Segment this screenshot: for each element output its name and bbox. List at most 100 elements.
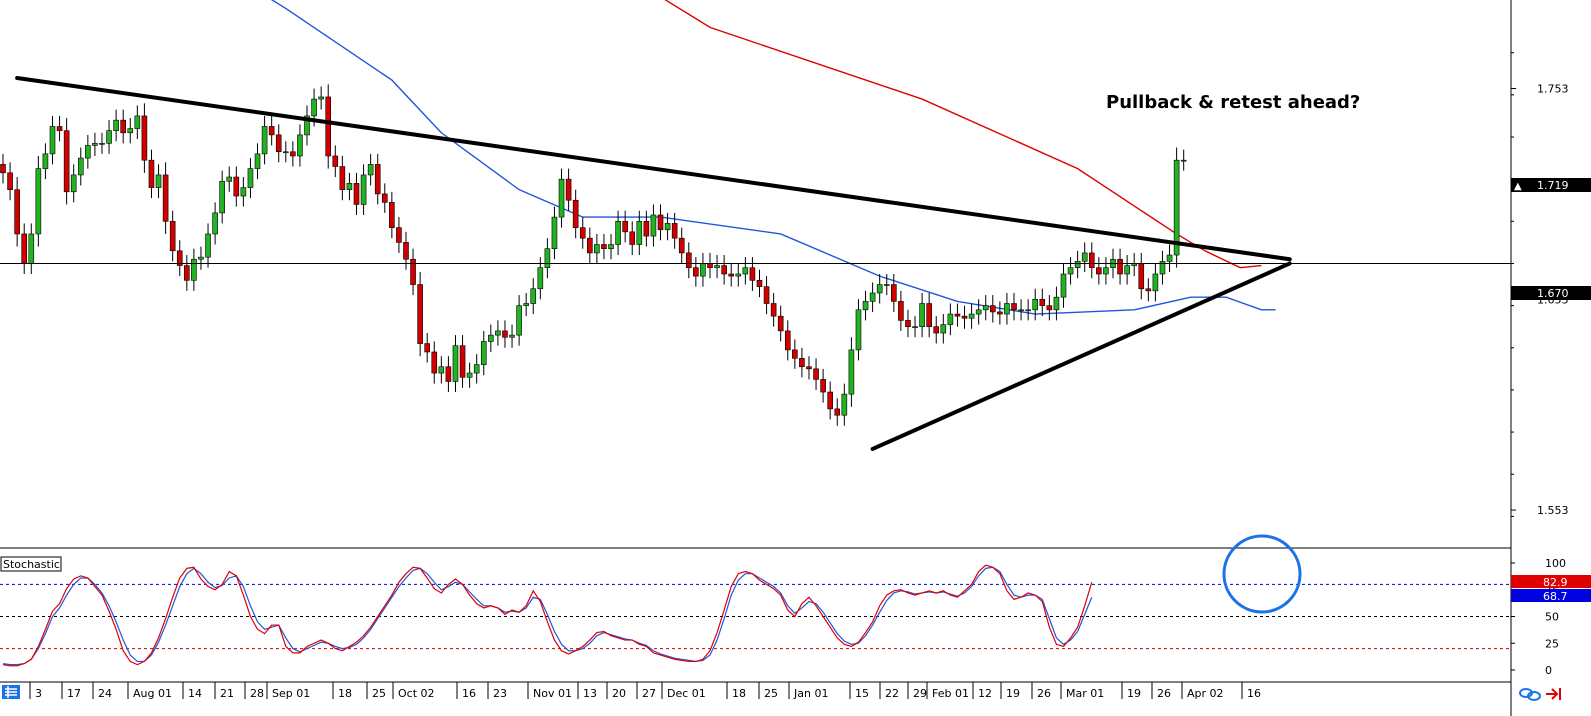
candle-body bbox=[820, 379, 826, 393]
candle-body bbox=[120, 119, 126, 134]
candle-body bbox=[714, 265, 720, 268]
candle-body bbox=[452, 345, 459, 382]
candle-body bbox=[721, 265, 727, 275]
time-tick-label: 29 bbox=[913, 687, 927, 700]
candle-body bbox=[155, 174, 162, 188]
candle-body bbox=[636, 221, 643, 245]
candle-body bbox=[332, 155, 339, 167]
candle-body bbox=[233, 176, 240, 197]
candle-body bbox=[1152, 273, 1159, 292]
candle-body bbox=[919, 303, 925, 327]
candle-body bbox=[926, 303, 932, 327]
candle-body bbox=[1173, 159, 1180, 256]
candle-body bbox=[480, 341, 487, 365]
candle-body bbox=[558, 178, 565, 218]
stochastic-tick-label: 50 bbox=[1545, 611, 1559, 624]
candle-body bbox=[1096, 267, 1102, 275]
candle-body bbox=[1025, 309, 1031, 312]
candle-body bbox=[56, 126, 63, 131]
candle-body bbox=[657, 214, 664, 231]
candle-body bbox=[728, 273, 735, 277]
time-tick-label: 16 bbox=[1247, 687, 1261, 700]
candle-body bbox=[42, 153, 49, 169]
candle-body bbox=[572, 199, 579, 228]
time-tick-label: Oct 02 bbox=[398, 687, 435, 700]
candle-body bbox=[565, 178, 572, 201]
current-price-label: 1.719 bbox=[1537, 179, 1569, 192]
candle-body bbox=[63, 130, 70, 193]
time-tick-label: 19 bbox=[1006, 687, 1020, 700]
candle-body bbox=[212, 212, 218, 235]
candle-body bbox=[891, 284, 897, 302]
candle-body bbox=[947, 313, 954, 325]
time-tick-label: Sep 01 bbox=[272, 687, 310, 700]
candle-body bbox=[537, 267, 544, 290]
candle-body bbox=[1032, 298, 1039, 311]
time-tick-label: 24 bbox=[98, 687, 112, 700]
candle-body bbox=[876, 284, 883, 294]
price-tick-label: 1.753 bbox=[1537, 83, 1569, 96]
candles-layer bbox=[0, 84, 1187, 426]
trendline bbox=[15, 75, 1292, 262]
candle-body bbox=[685, 252, 692, 268]
stochastic-label: Stochastic bbox=[3, 558, 60, 571]
candle-body bbox=[191, 258, 197, 281]
candle-body bbox=[693, 267, 699, 277]
candle-body bbox=[417, 284, 423, 344]
candle-body bbox=[325, 96, 332, 157]
candle-body bbox=[282, 151, 289, 154]
grid-icon[interactable] bbox=[2, 685, 20, 699]
candle-body bbox=[509, 334, 515, 338]
candle-body bbox=[162, 174, 169, 222]
time-tick-label: 13 bbox=[583, 687, 597, 700]
time-tick-label: 14 bbox=[188, 687, 202, 700]
stochastic-tick-label: 0 bbox=[1545, 664, 1552, 677]
candle-body bbox=[700, 263, 706, 277]
candle-body bbox=[318, 96, 324, 100]
candle-body bbox=[1081, 252, 1088, 262]
candle-body bbox=[466, 372, 473, 378]
candle-body bbox=[813, 368, 819, 380]
candle-body bbox=[855, 309, 862, 351]
candle-body bbox=[615, 221, 621, 245]
time-tick-label: 19 bbox=[1127, 687, 1141, 700]
time-tick-label: 12 bbox=[978, 687, 992, 700]
candle-body bbox=[1088, 252, 1095, 268]
candle-body bbox=[742, 267, 749, 275]
stochastic-label-box bbox=[0, 556, 62, 572]
candle-body bbox=[1046, 305, 1053, 311]
time-tick-label: 22 bbox=[885, 687, 899, 700]
candle-body bbox=[643, 221, 650, 237]
time-tick-label: Nov 01 bbox=[533, 687, 572, 700]
candle-body bbox=[954, 313, 961, 317]
candle-body bbox=[169, 221, 176, 252]
candle-body bbox=[989, 305, 996, 313]
candle-body bbox=[184, 265, 190, 281]
time-tick-label: 16 bbox=[462, 687, 476, 700]
time-tick-label: 26 bbox=[1157, 687, 1171, 700]
time-tick-label: Aug 01 bbox=[133, 687, 172, 700]
candle-body bbox=[799, 358, 805, 368]
candle-body bbox=[1159, 261, 1166, 275]
candle-body bbox=[1117, 258, 1123, 275]
candle-body bbox=[99, 143, 105, 145]
candle-body bbox=[28, 233, 35, 264]
time-tick-label: Jan 01 bbox=[793, 687, 828, 700]
candle-body bbox=[445, 366, 452, 382]
level-price-label: 1.670 bbox=[1537, 287, 1569, 300]
candle-body bbox=[975, 309, 982, 315]
candle-body bbox=[777, 315, 784, 332]
time-tick-label: 17 bbox=[67, 687, 81, 700]
candle-body bbox=[982, 305, 989, 311]
link-icon[interactable] bbox=[1519, 688, 1541, 701]
candle-body bbox=[544, 248, 551, 268]
candle-body bbox=[410, 258, 416, 285]
candle-body bbox=[671, 223, 678, 239]
arrow-right-icon[interactable] bbox=[1546, 688, 1561, 700]
candle-body bbox=[367, 164, 374, 176]
candle-body bbox=[756, 280, 763, 287]
candle-body bbox=[346, 183, 353, 190]
k-value-box bbox=[1511, 575, 1591, 588]
candle-body bbox=[141, 115, 148, 161]
